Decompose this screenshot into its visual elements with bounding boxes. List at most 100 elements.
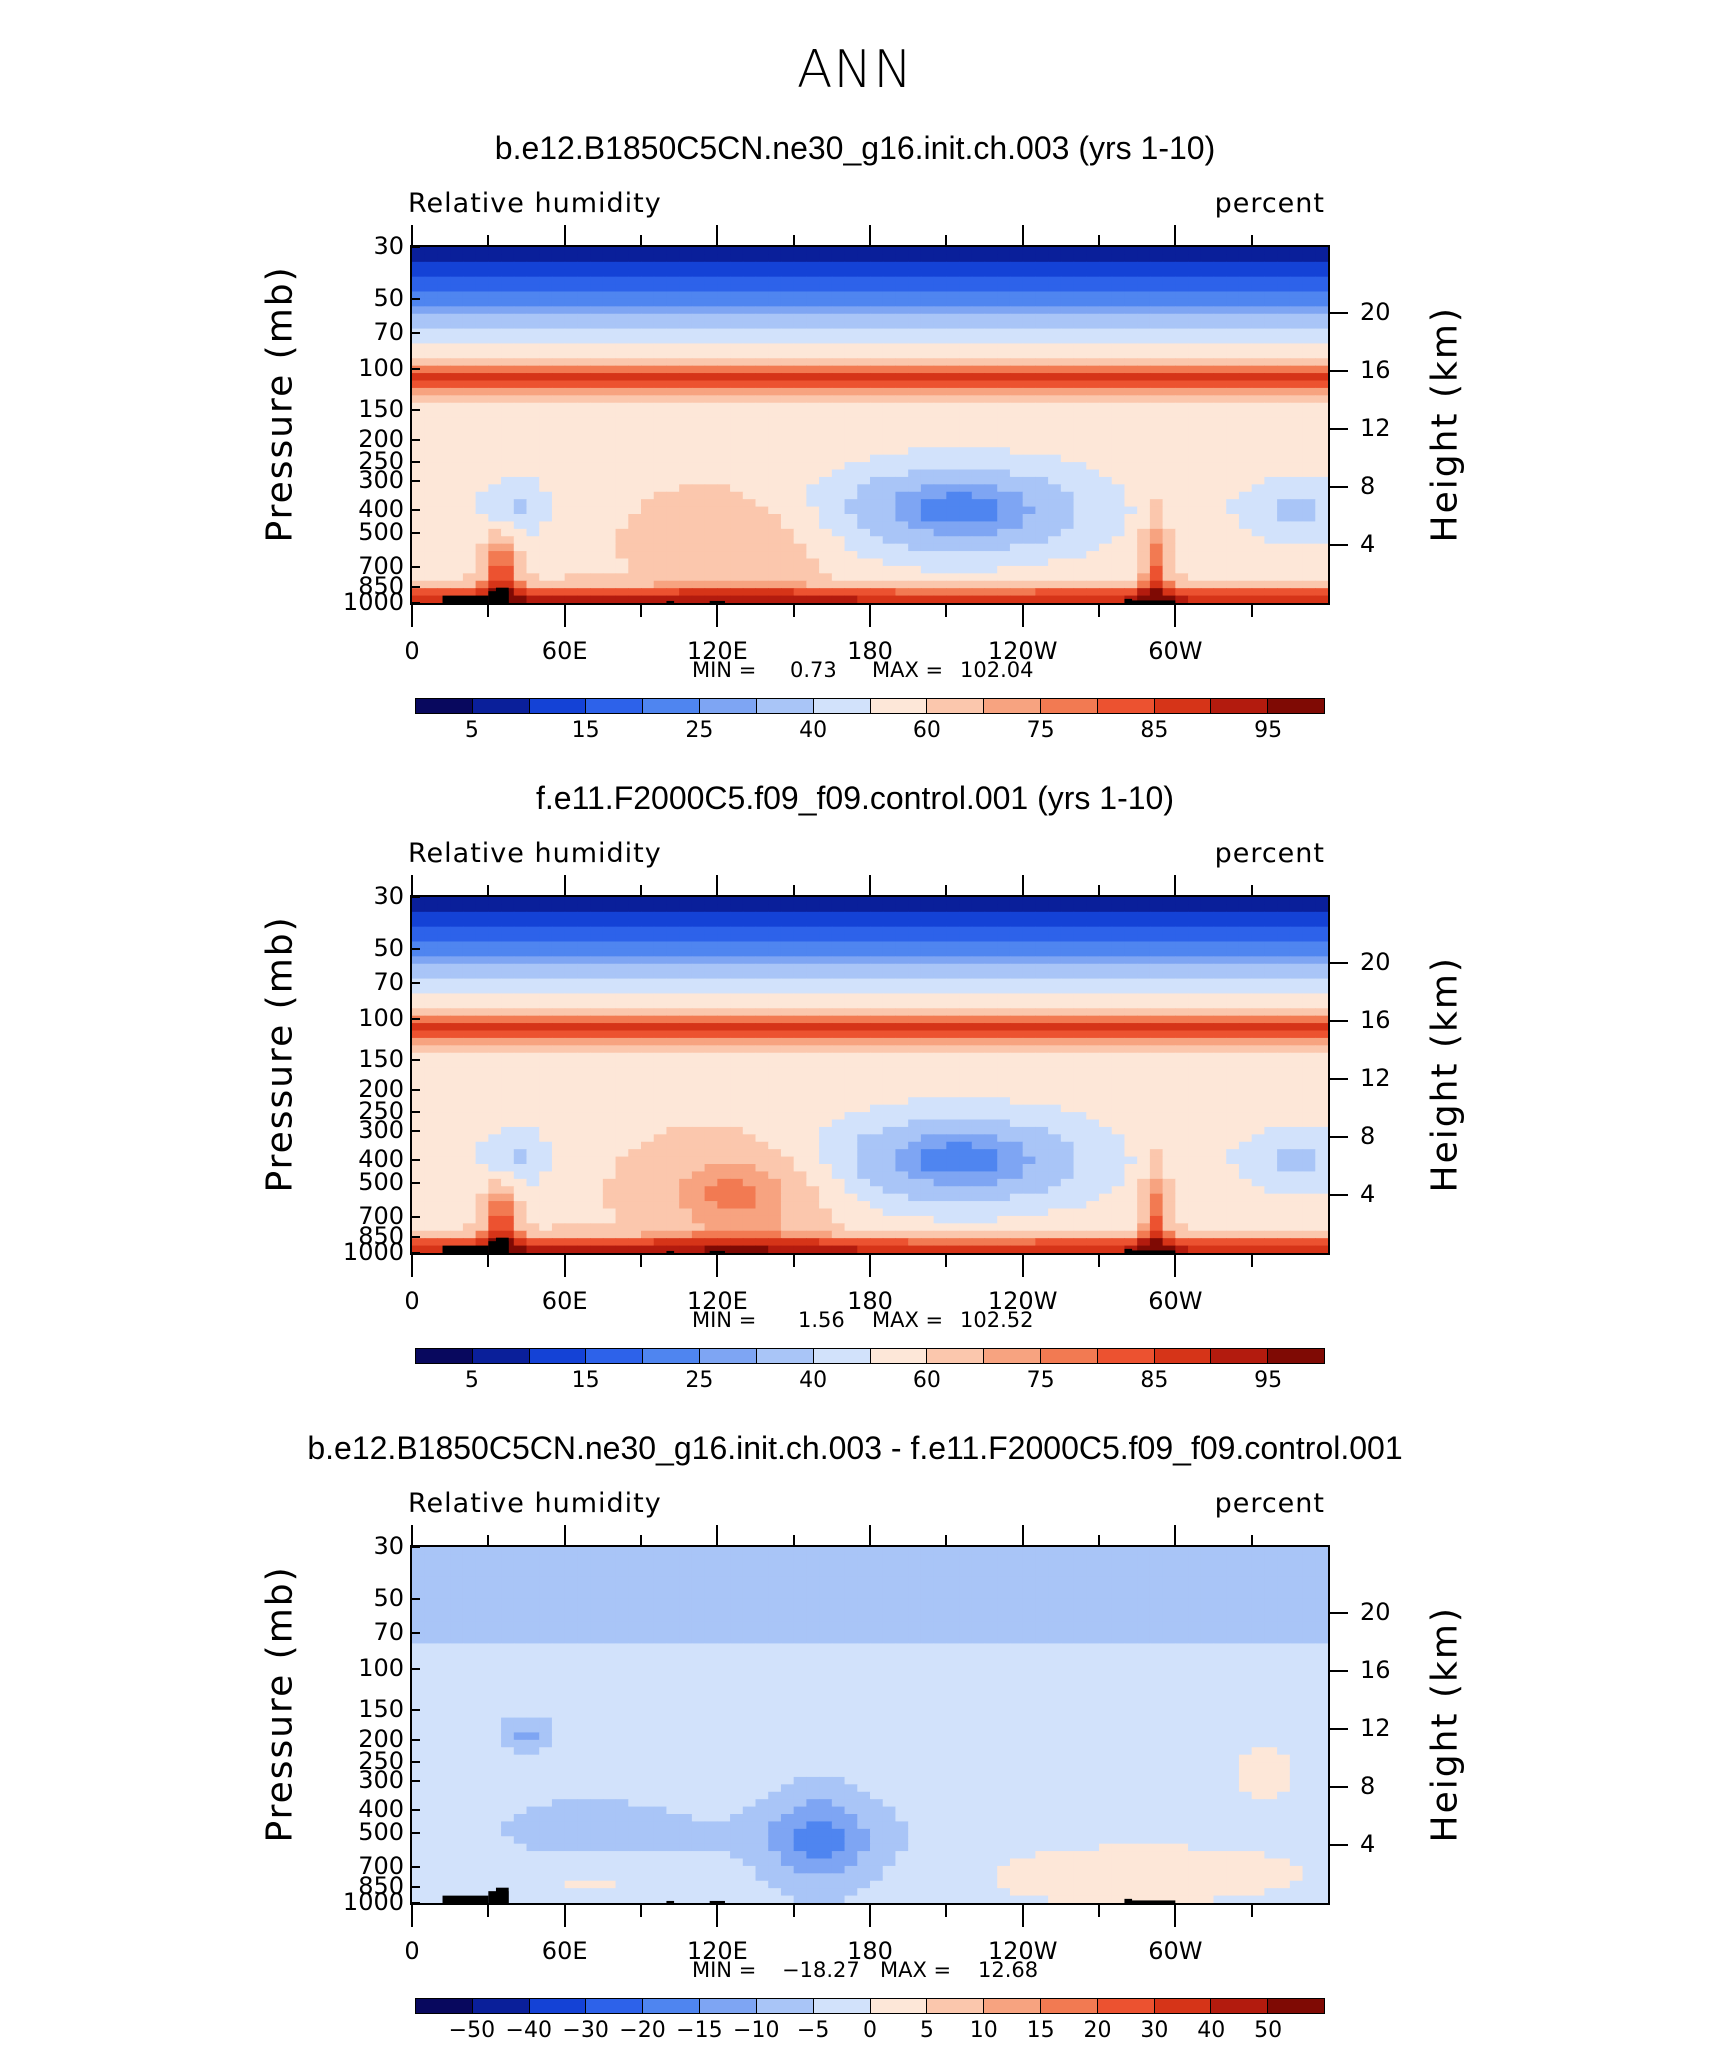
contour-cell — [476, 949, 489, 957]
contour-cell — [705, 329, 718, 337]
contour-cell — [997, 329, 1010, 337]
contour-cell — [1048, 440, 1061, 448]
contour-cell — [768, 247, 781, 255]
contour-cell — [717, 455, 730, 463]
contour-cell — [1226, 581, 1239, 589]
contour-cell — [985, 919, 998, 927]
contour-cell — [1226, 381, 1239, 389]
contour-cell — [552, 329, 565, 337]
contour-cell — [946, 499, 959, 507]
colorbar-label: 75 — [1027, 718, 1055, 743]
contour-cell — [641, 942, 654, 950]
contour-cell — [1188, 395, 1201, 403]
contour-cell — [1035, 462, 1048, 470]
contour-cell — [463, 986, 476, 994]
contour-cell — [488, 919, 501, 927]
contour-cell — [1277, 373, 1290, 381]
contour-cell — [552, 477, 565, 485]
contour-cell — [1163, 470, 1176, 478]
contour-cell — [1112, 971, 1125, 979]
contour-cell — [1124, 499, 1137, 507]
contour-cell — [577, 499, 590, 507]
contour-cell — [1010, 440, 1023, 448]
contour-cell — [1124, 1001, 1137, 1009]
contour-cell — [895, 499, 908, 507]
contour-cell — [628, 432, 641, 440]
contour-cell — [1264, 299, 1277, 307]
contour-cell — [412, 551, 425, 559]
contour-cell — [628, 462, 641, 470]
contour-cell — [997, 462, 1010, 470]
contour-cell — [1226, 329, 1239, 337]
contour-cell — [768, 455, 781, 463]
contour-cell — [1048, 588, 1061, 596]
contour-cell — [552, 358, 565, 366]
contour-cell — [666, 1008, 679, 1016]
contour-cell — [1061, 919, 1074, 927]
contour-cell — [819, 306, 832, 314]
contour-cell — [832, 536, 845, 544]
contour-cell — [819, 425, 832, 433]
contour-cell — [1061, 521, 1074, 529]
contour-cell — [756, 507, 769, 515]
contour-cell — [730, 306, 743, 314]
contour-cell — [1175, 588, 1188, 596]
contour-cell — [1315, 262, 1328, 270]
contour-cell — [1035, 336, 1048, 344]
contour-cell — [437, 912, 450, 920]
contour-cell — [577, 247, 590, 255]
contour-cell — [679, 351, 692, 359]
contour-cell — [1023, 1031, 1036, 1039]
contour-cell — [654, 247, 667, 255]
contour-cell — [1303, 573, 1316, 581]
contour-cell — [1239, 284, 1252, 292]
contour-cell — [463, 934, 476, 942]
contour-cell — [476, 551, 489, 559]
contour-cell — [514, 544, 527, 552]
contour-cell — [425, 432, 438, 440]
contour-cell — [501, 544, 514, 552]
contour-cell — [1035, 559, 1048, 567]
contour-cell — [654, 306, 667, 314]
contour-cell — [756, 388, 769, 396]
contour-cell — [883, 529, 896, 537]
contour-cell — [705, 447, 718, 455]
contour-cell — [1150, 492, 1163, 500]
contour-cell — [1150, 321, 1163, 329]
contour-cell — [527, 529, 540, 537]
contour-cell — [501, 462, 514, 470]
contour-cell — [1010, 492, 1023, 500]
contour-cell — [1252, 440, 1265, 448]
contour-cell — [934, 927, 947, 935]
contour-cell — [501, 971, 514, 979]
contour-cell — [1112, 410, 1125, 418]
contour-cell — [628, 254, 641, 262]
contour-cell — [565, 329, 578, 337]
contour-cell — [985, 942, 998, 950]
contour-cell — [781, 388, 794, 396]
contour-cell — [412, 956, 425, 964]
contour-cell — [666, 904, 679, 912]
contour-cell — [756, 484, 769, 492]
contour-cell — [743, 573, 756, 581]
contour-cell — [590, 1031, 603, 1039]
contour-cell — [985, 544, 998, 552]
contour-cell — [794, 440, 807, 448]
contour-cell — [514, 507, 527, 515]
contour-cell — [1124, 269, 1137, 277]
contour-cell — [1023, 919, 1036, 927]
contour-cell — [946, 462, 959, 470]
contour-cell — [1099, 470, 1112, 478]
contour-cell — [1086, 588, 1099, 596]
contour-cell — [692, 904, 705, 912]
contour-cell — [514, 986, 527, 994]
contour-cell — [934, 477, 947, 485]
contour-cell — [603, 529, 616, 537]
contour-cell — [1201, 462, 1214, 470]
contour-cell — [1035, 314, 1048, 322]
contour-cell — [1099, 447, 1112, 455]
contour-cell — [616, 529, 629, 537]
contour-cell — [641, 1008, 654, 1016]
contour-cell — [425, 919, 438, 927]
contour-cell — [1061, 306, 1074, 314]
